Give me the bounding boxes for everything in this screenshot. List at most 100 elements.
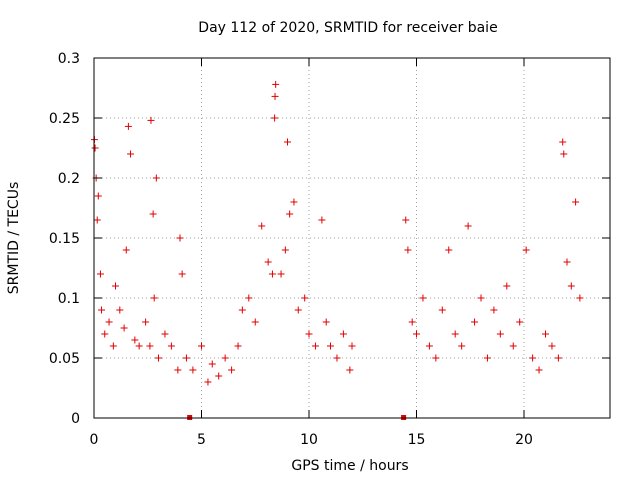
data-point xyxy=(135,342,143,350)
data-point xyxy=(174,366,182,374)
data-point xyxy=(548,342,556,350)
data-point xyxy=(131,336,139,344)
data-point xyxy=(215,372,223,380)
data-point xyxy=(91,144,99,152)
data-point xyxy=(146,342,154,350)
x-tick-label: 10 xyxy=(300,432,318,448)
data-point xyxy=(348,342,356,350)
data-point xyxy=(294,306,302,314)
data-point xyxy=(155,354,162,362)
data-point xyxy=(559,138,567,146)
data-point xyxy=(182,354,190,362)
data-point xyxy=(161,330,169,338)
data-point xyxy=(522,246,530,254)
data-point xyxy=(96,270,104,278)
y-tick-label: 0.05 xyxy=(49,351,80,367)
data-point xyxy=(477,294,485,302)
grid-layer xyxy=(94,58,610,418)
data-point xyxy=(98,306,106,314)
data-point xyxy=(271,114,279,122)
data-point xyxy=(563,258,571,266)
data-point xyxy=(93,216,101,224)
data-point xyxy=(127,150,135,158)
chart-title: Day 112 of 2020, SRMTID for receiver bai… xyxy=(198,20,497,36)
data-point xyxy=(445,246,453,254)
data-point xyxy=(204,378,212,386)
data-point xyxy=(105,318,113,326)
x-tick-label: 5 xyxy=(197,432,206,448)
data-point xyxy=(284,138,291,146)
data-point xyxy=(554,354,562,362)
data-point xyxy=(413,330,420,338)
data-point xyxy=(509,342,517,350)
data-point xyxy=(451,330,459,338)
data-point xyxy=(116,306,124,314)
data-point xyxy=(120,324,128,332)
data-point xyxy=(535,366,543,374)
data-point xyxy=(176,234,184,242)
y-tick-label: 0.15 xyxy=(49,231,80,247)
data-point xyxy=(264,258,272,266)
data-point xyxy=(281,246,289,254)
data-point xyxy=(471,318,479,326)
data-point xyxy=(458,342,466,350)
data-point xyxy=(150,294,158,302)
data-point xyxy=(438,306,446,314)
y-tick-label: 0.3 xyxy=(58,51,80,67)
y-tick-label: 0.2 xyxy=(58,171,80,187)
data-point xyxy=(322,318,330,326)
data-point xyxy=(432,354,440,362)
data-point xyxy=(94,192,102,200)
data-point xyxy=(101,330,109,338)
data-point xyxy=(408,318,416,326)
data-point xyxy=(464,222,472,230)
data-point xyxy=(149,210,157,218)
data-point xyxy=(286,210,294,218)
data-point xyxy=(333,354,341,362)
data-point xyxy=(490,306,498,314)
data-point xyxy=(346,366,354,374)
data-point xyxy=(425,342,433,350)
data-point xyxy=(311,342,319,350)
data-point xyxy=(189,366,197,374)
x-tick-label: 15 xyxy=(408,432,426,448)
data-point xyxy=(268,270,276,278)
data-point xyxy=(318,216,326,224)
data-point xyxy=(483,354,491,362)
data-point xyxy=(277,270,285,278)
y-tick-label: 0.25 xyxy=(49,111,80,127)
data-point xyxy=(327,342,334,350)
x-tick-label: 0 xyxy=(90,432,99,448)
data-point xyxy=(290,198,298,206)
data-point xyxy=(228,366,236,374)
data-point xyxy=(503,282,511,290)
data-point xyxy=(496,330,504,338)
plot-frame xyxy=(93,57,611,419)
y-tick-label: 0 xyxy=(71,411,80,427)
data-point xyxy=(572,198,580,206)
y-tick-label: 0.1 xyxy=(58,291,80,307)
data-point xyxy=(152,174,160,182)
data-point xyxy=(178,270,186,278)
data-point xyxy=(142,318,150,326)
y-axis-title: SRMTID / TECUs xyxy=(6,182,22,295)
data-point xyxy=(516,318,524,326)
x-tick-label: 20 xyxy=(515,432,533,448)
x-axis-title: GPS time / hours xyxy=(291,458,408,474)
data-point xyxy=(339,330,347,338)
data-point xyxy=(402,216,410,224)
data-point xyxy=(560,150,568,158)
data-point xyxy=(234,342,242,350)
data-point xyxy=(272,80,280,88)
data-point xyxy=(576,294,584,302)
data-point xyxy=(147,116,155,124)
data-point xyxy=(529,354,537,362)
data-point xyxy=(109,342,117,350)
data-point xyxy=(124,122,132,130)
data-point xyxy=(419,294,427,302)
data-point xyxy=(271,92,279,100)
data-point xyxy=(238,306,246,314)
data-point xyxy=(112,282,119,290)
